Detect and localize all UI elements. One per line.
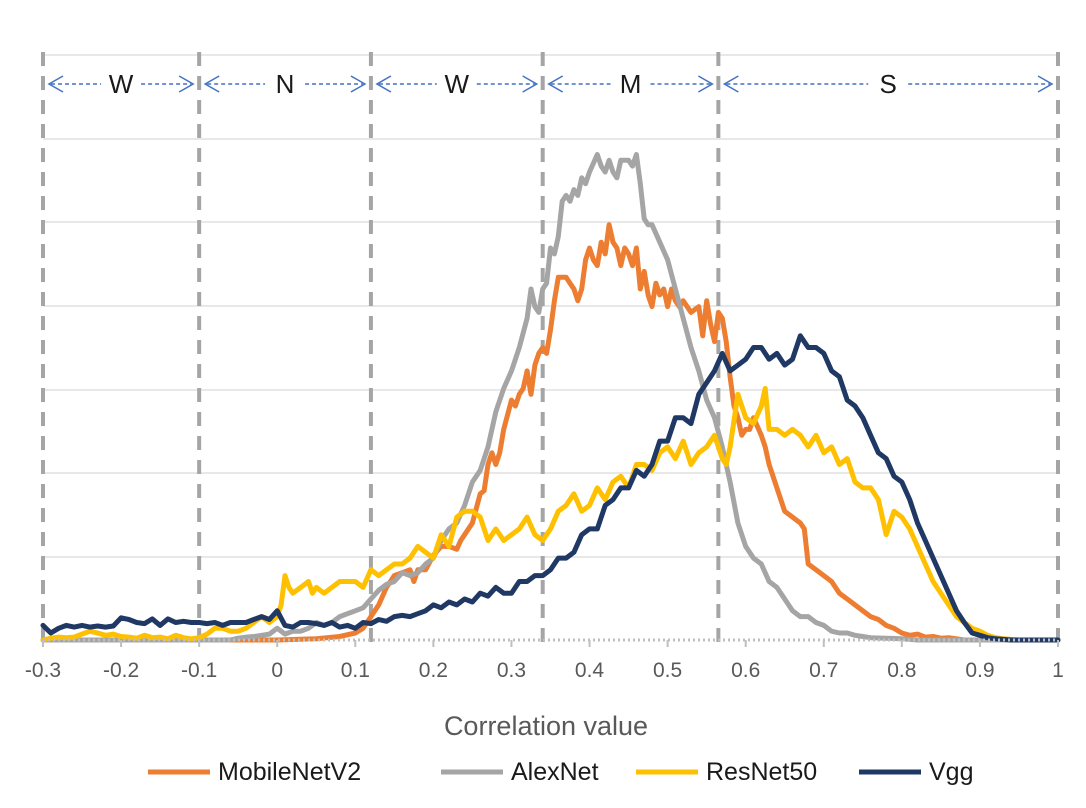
legend-label-vgg: Vgg bbox=[929, 758, 973, 786]
series-lines bbox=[40, 152, 1061, 643]
x-tick-label-1: -0.2 bbox=[103, 659, 139, 682]
region-boundaries bbox=[41, 52, 1060, 645]
region-1-arrow bbox=[203, 75, 367, 93]
legend: MobileNetV2 AlexNet ResNet50 Vgg bbox=[148, 758, 973, 786]
region-label-1: N bbox=[276, 69, 295, 99]
legend-item-resnet50: ResNet50 bbox=[636, 758, 817, 786]
region-4-arrowhead-left bbox=[722, 75, 739, 93]
x-tick-label-7: 0.4 bbox=[575, 659, 605, 682]
gridlines bbox=[43, 54, 1058, 558]
region-1-arrowhead-left bbox=[203, 75, 220, 93]
region-4-arrow bbox=[722, 75, 1054, 93]
x-axis-title: Correlation value bbox=[444, 711, 648, 741]
series-line-vgg bbox=[40, 333, 1061, 643]
x-tick-label-0: -0.3 bbox=[25, 659, 61, 682]
x-tick-label-13: 1 bbox=[1052, 659, 1064, 682]
region-0-arrowhead-right bbox=[178, 75, 195, 93]
region-0-arrow bbox=[47, 75, 195, 93]
x-tick-label-2: -0.1 bbox=[181, 659, 217, 682]
region-label-2: W bbox=[445, 69, 470, 99]
region-label-4: S bbox=[880, 69, 897, 99]
x-tick-label-10: 0.7 bbox=[809, 659, 838, 682]
legend-item-mobilenetv2: MobileNetV2 bbox=[148, 758, 361, 786]
legend-item-alexnet: AlexNet bbox=[441, 758, 599, 786]
x-tick-label-4: 0.1 bbox=[341, 659, 370, 682]
x-tick-label-9: 0.6 bbox=[731, 659, 760, 682]
x-axis: -0.3 -0.2 -0.1 0 0.1 0.2 0.3 0.4 0.5 0.6 0.7 0.8 0.9… bbox=[25, 638, 1064, 682]
region-2-arrowhead-right bbox=[522, 75, 539, 93]
series-line-resnet50 bbox=[40, 386, 1061, 643]
region-2-arrow bbox=[375, 75, 539, 93]
region-3-arrowhead-left bbox=[547, 75, 564, 93]
x-tick-label-5: 0.2 bbox=[419, 659, 448, 682]
x-tick-label-6: 0.3 bbox=[497, 659, 526, 682]
region-3-arrowhead-right bbox=[697, 75, 714, 93]
region-4-arrowhead-right bbox=[1037, 75, 1054, 93]
region-label-3: M bbox=[620, 69, 642, 99]
series-line-mobilenetv2 bbox=[40, 222, 1061, 643]
series-line-alexnet bbox=[40, 152, 1061, 643]
region-0-arrowhead-left bbox=[47, 75, 64, 93]
x-tick-label-12: 0.9 bbox=[965, 659, 994, 682]
region-3-arrow bbox=[547, 75, 714, 93]
region-2-arrowhead-left bbox=[375, 75, 392, 93]
x-tick-label-8: 0.5 bbox=[653, 659, 682, 682]
region-1-arrowhead-right bbox=[350, 75, 367, 93]
x-tick-label-11: 0.8 bbox=[887, 659, 916, 682]
legend-label-mobilenetv2: MobileNetV2 bbox=[218, 758, 361, 786]
region-label-0: W bbox=[109, 69, 134, 99]
x-tick-label-3: 0 bbox=[271, 659, 283, 682]
legend-label-resnet50: ResNet50 bbox=[706, 758, 817, 786]
legend-label-alexnet: AlexNet bbox=[511, 758, 599, 786]
legend-item-vgg: Vgg bbox=[859, 758, 973, 786]
